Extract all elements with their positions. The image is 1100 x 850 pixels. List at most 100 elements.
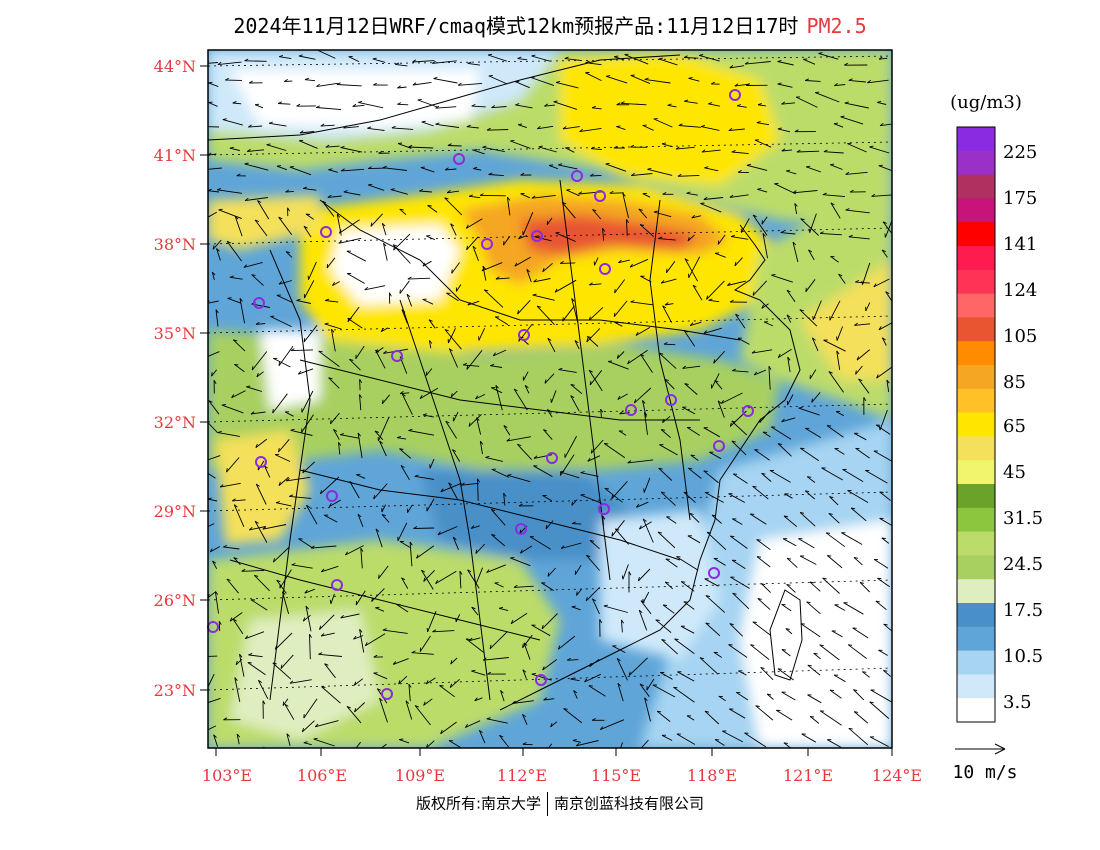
wind-arrow [667,104,677,108]
wind-arrow [486,718,508,724]
wind-arrow [241,569,265,572]
legend-swatch [957,222,995,247]
wind-arrow-head [615,528,620,531]
wind-arrow-head [381,513,386,517]
wind-arrow [447,190,460,194]
wind-arrow [488,75,508,85]
wind-arrow-head [373,82,378,86]
wind-arrow [563,708,583,724]
wind-arrow-head [413,526,418,529]
wind-arrow-head [503,492,507,497]
wind-arrow [881,537,890,544]
wind-arrow [253,574,270,592]
wind-arrow [446,292,459,302]
wind-arrow-head [194,124,198,126]
wind-arrow [661,639,679,655]
wind-arrow-head [251,274,256,277]
wind-arrow-head [806,165,811,168]
wind-arrow-head [662,192,667,195]
wind-arrow-head [309,633,312,638]
wind-arrow-head [353,681,357,686]
wind-arrow-head [392,244,398,247]
wind-arrow [875,600,887,611]
wind-arrow-head [275,501,281,504]
wind-arrow [703,427,721,438]
wind-arrow-head [862,671,867,673]
wind-arrow [729,194,749,198]
wind-arrow-head [495,276,500,280]
wind-arrow-head [533,455,538,459]
wind-arrow [301,414,314,433]
wind-arrow [749,513,767,525]
wind-arrow [674,638,695,654]
wind-arrow-head [313,737,318,740]
wind-arrow-head [353,635,357,640]
wind-arrow [659,672,673,680]
wind-arrow [274,632,293,650]
wind-arrow-head [257,200,262,203]
wind-arrow-head [286,733,291,737]
wind-arrow [273,357,291,368]
wind-arrow-head [215,591,219,595]
wind-arrow-head [322,200,327,204]
wind-arrow-head [578,191,583,195]
wind-arrow-head [585,596,588,602]
wind-arrow [330,329,336,352]
city-marker [320,226,332,238]
wind-arrow [658,238,676,241]
wind-arrow-head [558,163,563,166]
wind-arrow [530,77,555,87]
wind-arrow-head [638,609,643,614]
wind-arrow [590,174,602,177]
wind-arrow-head [777,668,782,670]
wind-arrow-head [705,622,710,625]
wind-arrow-head [298,54,303,57]
wind-arrow [877,101,887,105]
wind-arrow [590,439,604,454]
wind-arrow-head [760,666,765,670]
wind-arrow-head [268,121,273,124]
wind-arrow-head [827,555,832,557]
wind-arrow-head [216,248,220,252]
wind-arrow [642,124,654,131]
wind-arrow [611,520,625,537]
wind-arrow [321,200,335,217]
wind-arrow [420,167,435,173]
wind-arrow [736,692,749,701]
wind-arrow [684,258,698,282]
wind-arrow-head [466,124,471,128]
wind-arrow-head [343,125,348,129]
wind-arrow-head [484,289,489,292]
wind-arrow [325,145,340,148]
wind-arrow [850,507,867,522]
wind-arrow [281,591,290,615]
wind-arrow-head [222,118,227,121]
wind-arrow-head [202,416,206,417]
wind-arrow-head [372,57,377,60]
wind-arrow-head [756,556,762,558]
wind-arrow [451,262,460,274]
wind-arrow-head [306,504,311,508]
wind-arrow [637,568,651,582]
wind-arrow [666,516,677,524]
wind-arrow [262,746,265,748]
wind-arrow-head [675,146,680,150]
wind-arrow-head [427,205,432,207]
wind-arrow-head [303,225,308,229]
wind-arrow [847,644,867,659]
wind-arrow [878,57,888,60]
wind-arrow [848,236,870,240]
wind-arrow [234,216,243,237]
wind-arrow-head [449,683,453,688]
wind-arrow [786,584,796,593]
wind-arrow-head [296,298,301,301]
wind-arrow [640,275,652,283]
wind-arrow-head [834,83,838,87]
wind-arrow-head [255,443,258,448]
wind-arrow [703,197,724,200]
wind-arrow [278,103,291,105]
lon-label: 124°E [872,766,922,785]
legend-label: 65 [1003,416,1026,437]
wind-arrow-head [661,639,666,641]
wind-arrow-head [631,172,635,176]
